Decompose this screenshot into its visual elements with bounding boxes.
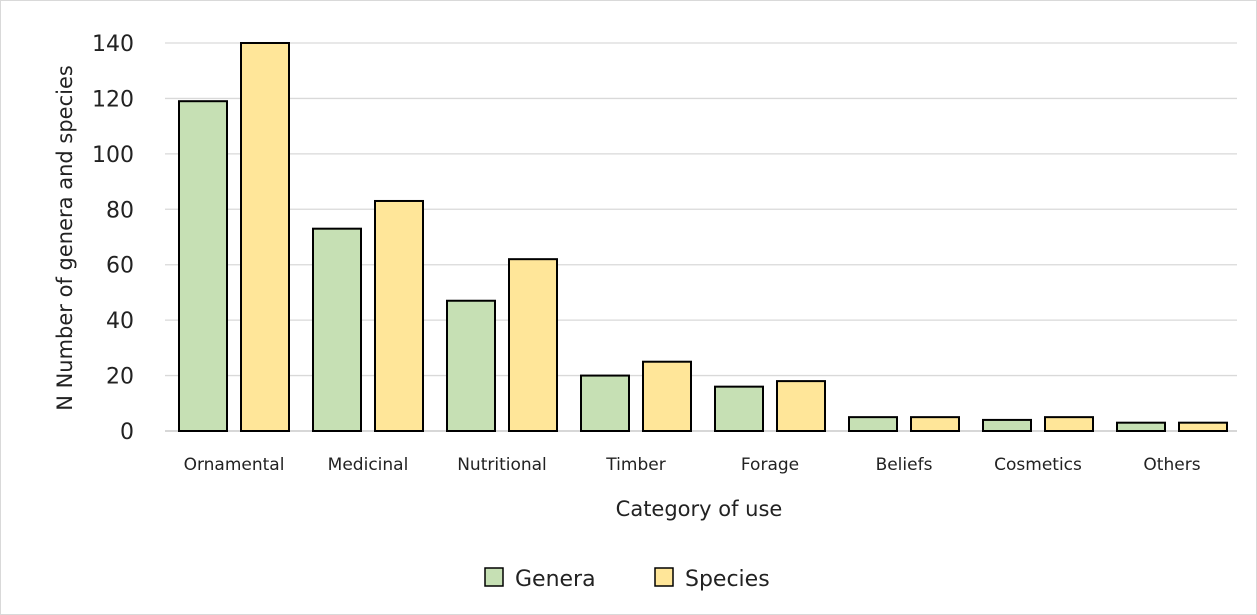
bar-species-cosmetics	[1044, 416, 1094, 432]
x-tick-label: Ornamental	[184, 455, 285, 475]
bar-genera-timber	[580, 374, 630, 433]
y-tick-label: 120	[92, 87, 134, 112]
x-tick-label: Medicinal	[328, 455, 409, 475]
bar-genera-ornamental	[178, 100, 228, 432]
x-tick-label: Beliefs	[876, 455, 933, 475]
y-axis-ticks: 0 20 40 60 80 100 120 140	[92, 32, 134, 445]
y-tick-label: 80	[106, 198, 134, 223]
bar-genera-cosmetics	[982, 418, 1032, 432]
legend-swatch-genera	[484, 567, 504, 587]
y-tick-label: 20	[106, 365, 134, 390]
legend: Genera Species	[484, 567, 770, 592]
bar-species-ornamental	[240, 42, 290, 432]
y-tick-label: 40	[106, 309, 134, 334]
x-axis-title: Category of use	[616, 497, 783, 521]
y-tick-label: 100	[92, 143, 134, 168]
bar-species-nutritional	[508, 258, 558, 432]
bar-genera-others	[1116, 421, 1166, 432]
bar-species-medicinal	[374, 199, 424, 432]
bar-genera-nutritional	[446, 299, 496, 432]
bar-genera-medicinal	[312, 227, 362, 432]
x-tick-label: Others	[1143, 455, 1200, 475]
bar-species-forage	[776, 380, 826, 433]
x-tick-label: Cosmetics	[994, 455, 1082, 475]
legend-label-species: Species	[685, 567, 770, 592]
y-axis-title: N Number of genera and species	[53, 65, 77, 411]
bar-genera-forage	[714, 385, 764, 432]
bar-species-timber	[642, 360, 692, 433]
x-axis-ticks: Ornamental Medicinal Nutritional Timber Fora…	[184, 455, 1201, 475]
y-tick-label: 60	[106, 254, 134, 279]
y-tick-label: 0	[120, 420, 134, 445]
legend-label-genera: Genera	[515, 567, 596, 592]
x-tick-label: Nutritional	[457, 455, 547, 475]
bar-genera-beliefs	[848, 416, 898, 432]
y-tick-label: 140	[92, 32, 134, 57]
bar-species-beliefs	[910, 416, 960, 432]
x-tick-label: Timber	[605, 455, 665, 475]
bars	[178, 42, 1228, 433]
bar-species-others	[1178, 421, 1228, 432]
legend-swatch-species	[654, 567, 674, 587]
x-tick-label: Forage	[741, 455, 799, 475]
